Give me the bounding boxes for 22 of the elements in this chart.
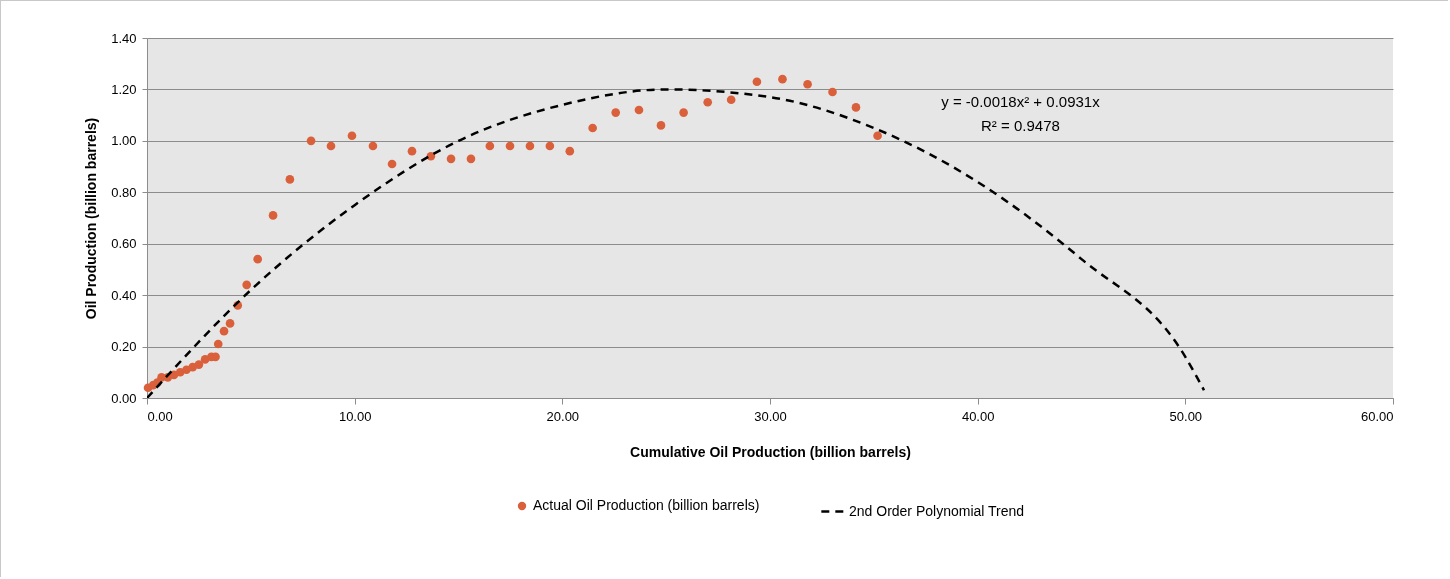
y-tick-label: 0.00 — [111, 390, 137, 406]
y-tick-label: 0.60 — [111, 236, 137, 252]
x-tick-label: 60.00 — [1360, 408, 1394, 424]
annotation: R² = 0.9478 — [981, 117, 1060, 134]
x-tick-label: 50.00 — [1169, 408, 1203, 424]
y-tick-label: 0.80 — [111, 184, 137, 200]
y-axis-title: Oil Production (billion barrels) — [83, 117, 100, 320]
line-series — [147, 88, 1206, 398]
y-tick-label: 0.20 — [111, 339, 137, 355]
x-tick-label: 30.00 — [754, 408, 787, 424]
x-tick-label: 40.00 — [961, 408, 995, 424]
y-tick-label: 1.40 — [111, 30, 137, 46]
legend-label: 2nd Order Polynomial Trend — [849, 502, 1025, 519]
y-tick-label: 1.20 — [111, 81, 137, 97]
legend-label: Actual Oil Production (billion barrels) — [533, 497, 760, 513]
annotation: y = -0.0018x² + 0.0931x — [941, 93, 1101, 110]
y-tick-label: 0.40 — [111, 287, 137, 303]
x-tick-label: 0.00 — [147, 408, 173, 424]
x-axis-title: Cumulative Oil Production (billion barrels) — [630, 443, 911, 460]
y-tick-label: 1.00 — [111, 133, 137, 149]
x-tick-label: 10.00 — [338, 408, 372, 424]
x-tick-label: 20.00 — [546, 408, 580, 424]
